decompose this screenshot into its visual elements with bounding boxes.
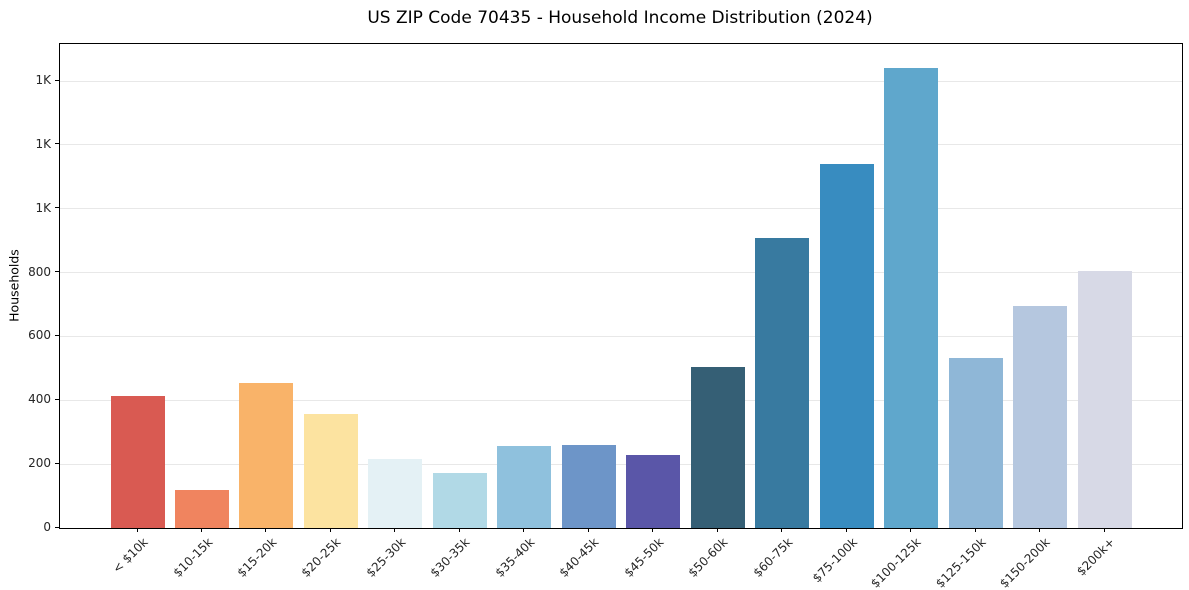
x-tick-mark xyxy=(265,528,267,532)
x-tick-mark xyxy=(523,528,525,532)
x-tick-mark xyxy=(716,528,718,532)
gridline xyxy=(60,144,1182,146)
y-tick-mark xyxy=(55,79,59,81)
bar-$45-50k xyxy=(626,454,681,528)
gridline xyxy=(60,335,1182,337)
bar-$25-30k xyxy=(368,459,423,528)
bar-$20-25k xyxy=(303,414,358,528)
y-tick-label: 400 xyxy=(28,392,51,407)
x-tick-label: $30-35k xyxy=(427,535,473,580)
x-tick-mark xyxy=(781,528,783,532)
x-tick-label: $25-30k xyxy=(363,535,409,580)
x-tick-label: $50-60k xyxy=(685,535,731,580)
x-tick-mark xyxy=(329,528,331,532)
x-tick-mark xyxy=(394,528,396,532)
x-tick-mark xyxy=(1103,528,1105,532)
x-tick-mark xyxy=(200,528,202,532)
bar-$10-15k xyxy=(174,489,229,528)
y-tick-mark xyxy=(55,526,59,528)
gridline xyxy=(60,80,1182,82)
bar-$50-60k xyxy=(690,367,745,528)
y-tick-mark xyxy=(55,271,59,273)
x-tick-mark xyxy=(974,528,976,532)
gridline xyxy=(60,272,1182,274)
y-tick-mark xyxy=(55,143,59,145)
x-tick-mark xyxy=(458,528,460,532)
x-tick-label: $200k+ xyxy=(1073,535,1118,579)
x-tick-mark xyxy=(910,528,912,532)
x-tick-label: $60-75k xyxy=(750,535,796,580)
bar-$30-35k xyxy=(432,473,487,528)
x-tick-mark xyxy=(1039,528,1041,532)
x-tick-mark xyxy=(136,528,138,532)
bar-$35-40k xyxy=(497,445,552,528)
bar-$75-100k xyxy=(819,164,874,528)
y-axis-label: Households xyxy=(6,249,22,322)
bar-< $10k xyxy=(110,395,165,528)
y-tick-label: 200 xyxy=(28,456,51,471)
x-tick-label: $15-20k xyxy=(234,535,280,580)
y-tick-label: 800 xyxy=(28,264,51,279)
x-tick-label: $40-45k xyxy=(556,535,602,580)
x-tick-label: $125-150k xyxy=(932,535,989,590)
bar-$200k+ xyxy=(1077,271,1132,528)
x-tick-label: $75-100k xyxy=(809,535,860,586)
y-tick-mark xyxy=(55,398,59,400)
x-tick-label: $10-15k xyxy=(170,535,215,580)
bar-$60-75k xyxy=(755,238,810,528)
y-tick-label: 600 xyxy=(28,328,51,343)
bar-$40-45k xyxy=(561,445,616,528)
bar-$125-150k xyxy=(948,357,1003,528)
x-tick-label: $45-50k xyxy=(621,535,667,580)
y-tick-label: 1K xyxy=(35,136,51,151)
x-tick-mark xyxy=(652,528,654,532)
y-tick-mark xyxy=(55,462,59,464)
x-tick-mark xyxy=(845,528,847,532)
gridline xyxy=(60,399,1182,401)
x-tick-label: < $10k xyxy=(109,535,151,576)
x-tick-label: $150-200k xyxy=(997,535,1053,590)
y-tick-label: 1K xyxy=(35,73,51,88)
bar-$100-125k xyxy=(884,68,939,528)
gridline xyxy=(60,208,1182,210)
y-tick-mark xyxy=(55,334,59,336)
x-tick-label: $100-125k xyxy=(868,535,925,590)
bar-$15-20k xyxy=(239,383,294,528)
plot-area xyxy=(59,43,1183,529)
chart-title: US ZIP Code 70435 - Household Income Dis… xyxy=(367,8,873,28)
y-tick-mark xyxy=(55,207,59,209)
x-tick-label: $35-40k xyxy=(492,535,538,580)
gridline xyxy=(60,463,1182,465)
y-tick-label: 1K xyxy=(35,200,51,215)
x-tick-label: $20-25k xyxy=(298,535,344,580)
y-tick-label: 0 xyxy=(43,520,51,534)
x-tick-mark xyxy=(587,528,589,532)
bar-$150-200k xyxy=(1013,306,1068,528)
